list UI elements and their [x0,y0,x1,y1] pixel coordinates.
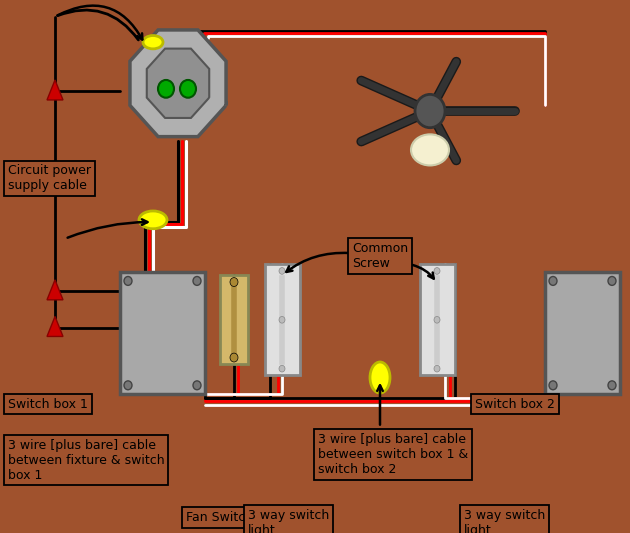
Text: 3 wire [plus bare] cable
between switch box 1 &
switch box 2: 3 wire [plus bare] cable between switch … [318,433,468,476]
Polygon shape [130,30,226,136]
Text: Common
Screw: Common Screw [352,242,408,270]
Bar [120,272,205,394]
Circle shape [279,365,285,372]
Bar [545,272,620,394]
Circle shape [158,80,174,98]
Circle shape [124,381,132,390]
Circle shape [193,381,201,390]
Circle shape [279,268,285,274]
Text: 3 way switch
light: 3 way switch light [464,508,545,533]
Circle shape [434,268,440,274]
Circle shape [230,353,238,362]
Text: Circuit power
supply cable: Circuit power supply cable [8,164,91,192]
Circle shape [549,277,557,285]
Circle shape [434,317,440,323]
Bar [420,264,455,375]
Circle shape [193,277,201,285]
Text: 3 wire [plus bare] cable
between fixture & switch
box 1: 3 wire [plus bare] cable between fixture… [8,439,164,482]
Text: Fan Switch: Fan Switch [186,511,253,524]
Ellipse shape [411,134,449,165]
Bar [220,276,248,364]
Text: Switch box 1: Switch box 1 [8,398,88,410]
Circle shape [415,94,445,128]
Bar [265,264,300,375]
Ellipse shape [370,362,390,393]
Circle shape [549,381,557,390]
Ellipse shape [143,36,163,49]
Circle shape [608,277,616,285]
Circle shape [230,278,238,286]
Circle shape [434,365,440,372]
Polygon shape [147,49,209,118]
Circle shape [124,277,132,285]
Polygon shape [47,80,63,100]
Polygon shape [47,280,63,300]
Circle shape [180,80,196,98]
Circle shape [279,317,285,323]
Text: Switch box 2: Switch box 2 [475,398,555,410]
Text: 3 way switch
light: 3 way switch light [248,508,329,533]
Circle shape [608,381,616,390]
Polygon shape [47,317,63,336]
Ellipse shape [139,211,167,229]
